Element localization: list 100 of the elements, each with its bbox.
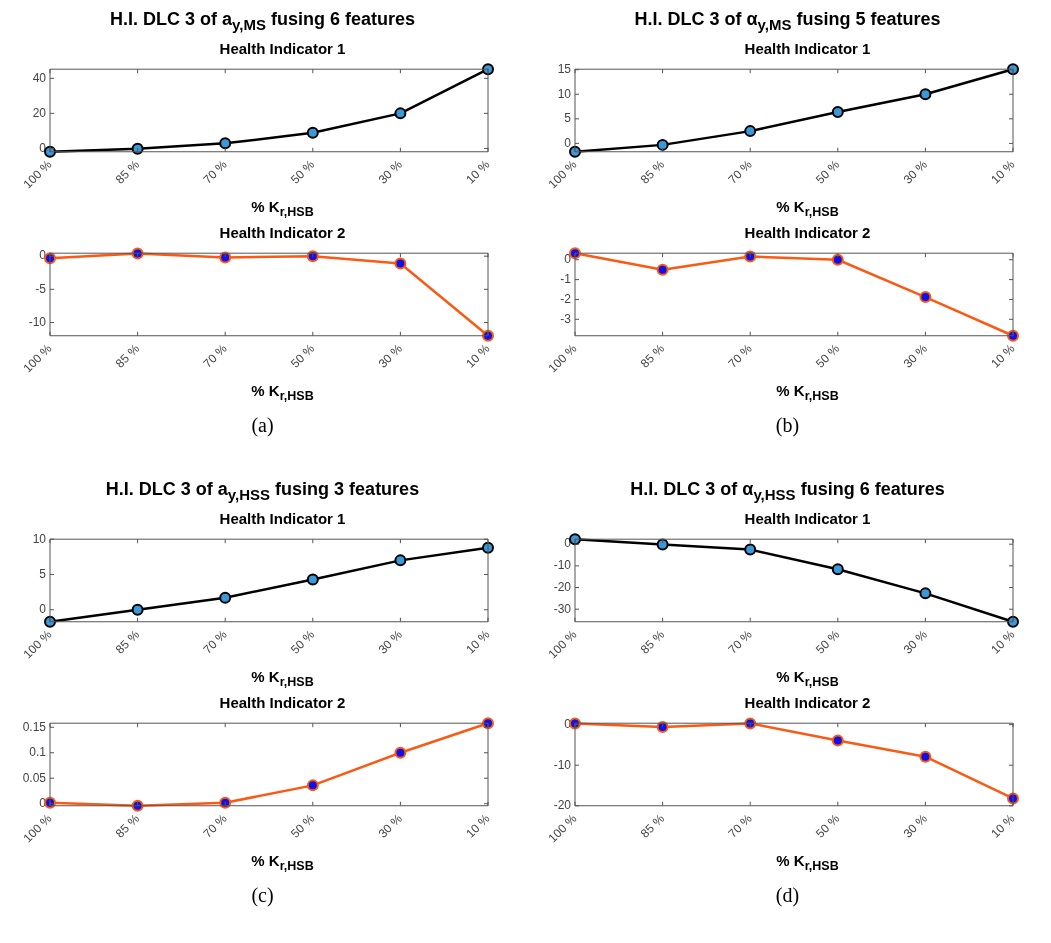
point	[1007, 63, 1019, 76]
y-tick-label: -10	[553, 757, 572, 772]
x-axis-title: % K$_{r,HSB}$	[250, 198, 315, 221]
x-tick-label: 85 %	[112, 811, 143, 841]
point	[919, 750, 932, 763]
y-tick-label: 0	[39, 140, 47, 155]
x-tick-label: 50 %	[813, 627, 843, 657]
x-tick-label: 30 %	[375, 157, 406, 187]
y-tick-label: -1	[560, 271, 572, 286]
chart-title: H.I. DLC 3 of a$_{y,HSS}$ fusing 3 features	[104, 478, 421, 505]
y-tick-label: 0.05	[22, 770, 47, 785]
x-tick-label: 85 %	[637, 627, 668, 657]
point	[831, 105, 844, 118]
point	[919, 587, 932, 600]
y-tick-label: 15	[557, 62, 572, 76]
x-tick-label: 100 %	[545, 627, 580, 662]
text: (a)	[250, 414, 275, 437]
x-tick-label: 100 %	[545, 341, 580, 376]
point	[744, 543, 757, 556]
x-tick-label: 50 %	[813, 811, 843, 841]
y-tick-label: 5	[564, 111, 572, 126]
point	[306, 126, 319, 139]
x-tick-label: 30 %	[375, 341, 406, 371]
y-tick-label: 10	[557, 86, 572, 101]
x-axis-title: % K$_{r,HSB}$	[775, 198, 840, 221]
x-tick-label: 70 %	[200, 341, 230, 371]
x-tick-label: 30 %	[375, 627, 406, 657]
x-tick-label: 10 %	[463, 627, 493, 657]
point	[656, 263, 669, 276]
point	[131, 603, 144, 616]
point	[656, 538, 669, 551]
x-tick-label: 70 %	[725, 157, 755, 187]
chart-title: Health Indicator 2	[218, 224, 347, 242]
x-tick-label: 10 %	[463, 341, 493, 371]
y-tick-label: -2	[560, 291, 572, 306]
point	[919, 88, 932, 101]
x-tick-label: 50 %	[813, 157, 843, 187]
y-tick-label: 40	[32, 70, 47, 85]
y-tick-label: 0	[564, 135, 572, 150]
y-tick-label: -10	[553, 558, 572, 573]
x-tick-label: 100 %	[545, 811, 580, 846]
y-tick-label: -20	[553, 798, 572, 813]
x-tick-label: 85 %	[637, 811, 668, 841]
x-tick-label: 100 %	[20, 627, 55, 662]
x-tick-label: 50 %	[288, 627, 318, 657]
x-tick-label: 50 %	[288, 157, 318, 187]
y-tick-label: -20	[553, 579, 572, 594]
point	[394, 554, 407, 567]
y-tick-label: 0.1	[29, 745, 47, 760]
y-tick-label: -5	[35, 281, 47, 296]
x-tick-label: 70 %	[725, 811, 755, 841]
x-tick-label: 30 %	[900, 341, 931, 371]
point	[831, 563, 844, 576]
y-tick-label: 20	[32, 105, 47, 120]
text: (b)	[774, 414, 801, 437]
point	[394, 257, 407, 270]
point	[656, 138, 669, 151]
x-tick-label: 10 %	[988, 811, 1018, 841]
y-tick-label: 0.15	[22, 719, 47, 734]
x-tick-label: 70 %	[200, 157, 230, 187]
y-tick-label: 0	[564, 716, 572, 731]
chart-title: H.I. DLC 3 of α$_{y,HSS}$ fusing 6 features	[629, 478, 946, 505]
x-tick-label: 10 %	[988, 157, 1018, 187]
x-tick-label: 70 %	[200, 811, 230, 841]
text: (d)	[774, 884, 801, 907]
x-axis-title: % K$_{r,HSB}$	[775, 382, 840, 405]
x-axis-title: % K$_{r,HSB}$	[250, 382, 315, 405]
x-tick-label: 100 %	[20, 157, 55, 192]
y-tick-label: -30	[553, 601, 572, 616]
chart-title: Health Indicator 2	[743, 694, 872, 712]
y-tick-label: 0	[39, 796, 47, 811]
x-tick-label: 50 %	[288, 811, 318, 841]
chart-title: Health Indicator 2	[743, 224, 872, 242]
x-tick-label: 70 %	[200, 627, 230, 657]
x-tick-label: 50 %	[813, 341, 843, 371]
chart-subtitle: Health Indicator 1	[743, 40, 872, 58]
x-tick-label: 30 %	[900, 811, 931, 841]
x-tick-label: 50 %	[288, 341, 318, 371]
y-tick-label: 10	[32, 531, 47, 546]
x-tick-label: 30 %	[375, 811, 406, 841]
point	[306, 573, 319, 586]
x-tick-label: 30 %	[900, 157, 931, 187]
chart-title: Health Indicator 2	[218, 694, 347, 712]
chart-subtitle: Health Indicator 1	[218, 510, 347, 528]
x-tick-label: 70 %	[725, 627, 755, 657]
point	[831, 253, 844, 266]
x-tick-label: 100 %	[20, 341, 55, 376]
x-axis-title: % K$_{r,HSB}$	[250, 852, 315, 875]
chart-title: H.I. DLC 3 of α$_{y,MS}$ fusing 5 features	[633, 8, 942, 35]
y-tick-label: -3	[560, 311, 572, 326]
point	[919, 291, 932, 304]
point	[482, 63, 494, 76]
x-tick-label: 10 %	[988, 341, 1018, 371]
y-tick-label: 0	[39, 248, 47, 263]
x-tick-label: 85 %	[637, 341, 668, 371]
x-tick-label: 10 %	[988, 627, 1018, 657]
y-tick-label: 0	[564, 536, 572, 551]
point	[394, 746, 407, 759]
x-axis-title: % K$_{r,HSB}$	[775, 668, 840, 691]
x-tick-label: 100 %	[545, 157, 580, 192]
